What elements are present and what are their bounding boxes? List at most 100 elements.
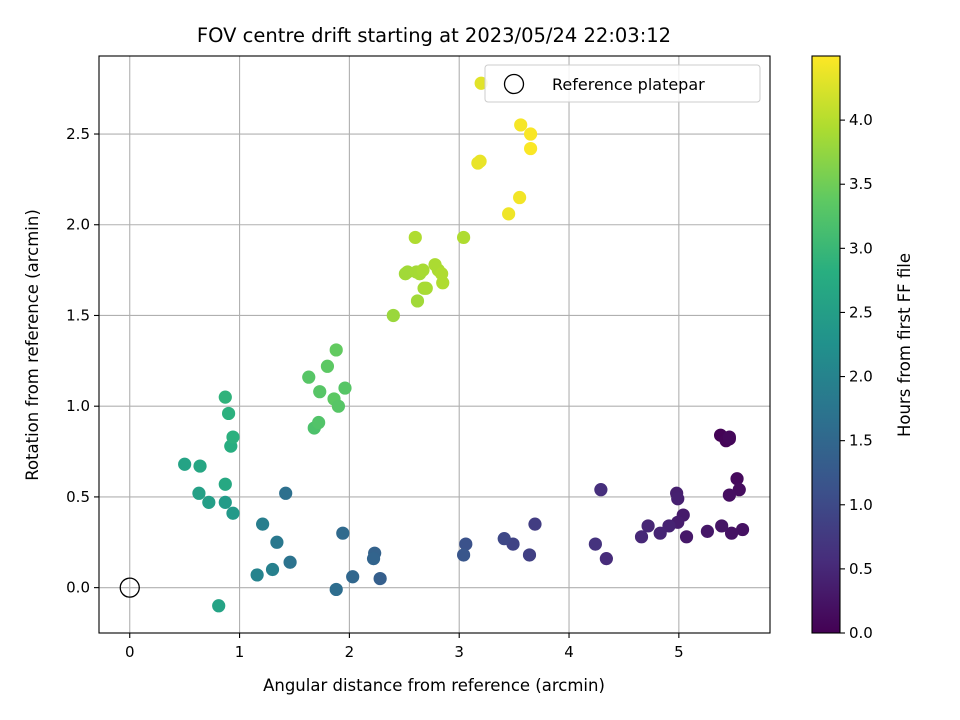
y-tick-label: 0.0 (66, 579, 90, 597)
data-point (302, 370, 316, 384)
data-point (502, 207, 516, 221)
grid-lines (99, 56, 770, 633)
data-point (312, 415, 326, 430)
data-point (218, 495, 232, 509)
chart-title: FOV centre drift starting at 2023/05/24 … (197, 24, 671, 47)
data-point (724, 526, 739, 540)
colorbar-tick-label: 1.0 (849, 496, 873, 514)
data-point (265, 562, 280, 577)
data-point (416, 263, 430, 277)
data-point (641, 519, 655, 533)
data-point (192, 486, 206, 500)
data-point (226, 430, 240, 444)
data-point (410, 294, 425, 308)
data-point (671, 492, 685, 506)
x-axis-label: Angular distance from reference (arcmin) (263, 676, 605, 695)
x-axis-ticks: 0 1 2 3 4 5 (125, 633, 684, 661)
data-point (730, 472, 744, 486)
colorbar-tick-label: 4.0 (849, 111, 873, 129)
data-point (522, 548, 537, 562)
data-point (679, 530, 694, 544)
y-tick-label: 1.0 (66, 397, 90, 415)
y-tick-label: 2.0 (66, 216, 90, 234)
data-point (473, 154, 487, 168)
data-point (523, 127, 538, 141)
y-tick-label: 0.5 (66, 488, 90, 506)
data-point (662, 519, 676, 533)
data-point (212, 599, 226, 613)
data-point (722, 430, 736, 444)
colorbar: 0.0 0.5 1.0 1.5 2.0 2.5 3.0 3.5 4.0 Hours from f… (811, 55, 914, 642)
data-point (497, 532, 511, 546)
colorbar-tick-label: 0.5 (849, 560, 873, 578)
legend: Reference platepar (484, 64, 761, 103)
data-point (732, 483, 746, 497)
colorbar-tick-label: 0.0 (849, 624, 873, 642)
data-point (408, 230, 422, 245)
data-point (436, 276, 450, 290)
x-tick-label: 2 (345, 643, 355, 661)
data-point (457, 548, 471, 562)
data-point (373, 571, 387, 586)
data-point (457, 230, 471, 245)
data-point (336, 526, 350, 540)
data-point (599, 552, 613, 566)
data-point (419, 281, 433, 295)
data-point (634, 530, 649, 544)
y-tick-label: 2.5 (66, 125, 90, 143)
data-point (594, 483, 608, 497)
data-point (331, 399, 346, 413)
data-point (528, 517, 542, 531)
colorbar-frame (811, 55, 841, 634)
data-point (320, 359, 335, 373)
data-point (256, 517, 270, 531)
colorbar-tick-label: 2.5 (849, 303, 873, 321)
legend-label: Reference platepar (552, 75, 705, 94)
data-point (218, 390, 232, 404)
data-point (338, 381, 352, 395)
data-point (346, 570, 360, 584)
colorbar-tick-label: 1.5 (849, 432, 873, 450)
legend-marker-icon (503, 73, 525, 95)
colorbar-tick-label: 3.5 (849, 175, 873, 193)
data-point (329, 343, 343, 357)
data-point (459, 537, 473, 551)
y-axis-label: Rotation from reference (arcmin) (23, 209, 42, 481)
data-point (715, 519, 729, 533)
data-point (202, 495, 216, 509)
x-tick-label: 0 (125, 643, 135, 661)
data-point (329, 582, 343, 597)
data-point (313, 385, 327, 399)
y-axis-ticks: 0.0 0.5 1.0 1.5 2.0 2.5 (66, 125, 99, 597)
data-point (283, 555, 297, 569)
x-tick-label: 4 (564, 643, 574, 661)
data-points (178, 76, 750, 613)
colorbar-tick-label: 3.0 (849, 239, 873, 257)
data-point (588, 537, 602, 551)
data-point (178, 457, 192, 471)
colorbar-ticks: 0.0 0.5 1.0 1.5 2.0 2.5 3.0 3.5 4.0 (840, 111, 873, 642)
data-point (722, 488, 736, 502)
data-point (700, 524, 715, 538)
data-point (270, 535, 284, 549)
x-tick-label: 1 (235, 643, 245, 661)
data-point (653, 526, 667, 540)
reference-marker (119, 577, 140, 598)
data-point (250, 568, 264, 582)
reference-point (119, 577, 140, 598)
data-point (735, 522, 750, 537)
data-point (514, 118, 528, 132)
colorbar-label: Hours from first FF file (895, 253, 914, 437)
data-point (226, 506, 240, 520)
data-point (386, 308, 400, 323)
data-point (513, 190, 527, 205)
plot-area-frame (98, 55, 771, 634)
data-point (279, 486, 293, 500)
data-point (474, 76, 488, 90)
y-tick-label: 1.5 (66, 306, 90, 324)
x-tick-label: 3 (454, 643, 464, 661)
data-point (193, 459, 207, 473)
data-point (221, 406, 236, 421)
data-point (523, 141, 538, 156)
